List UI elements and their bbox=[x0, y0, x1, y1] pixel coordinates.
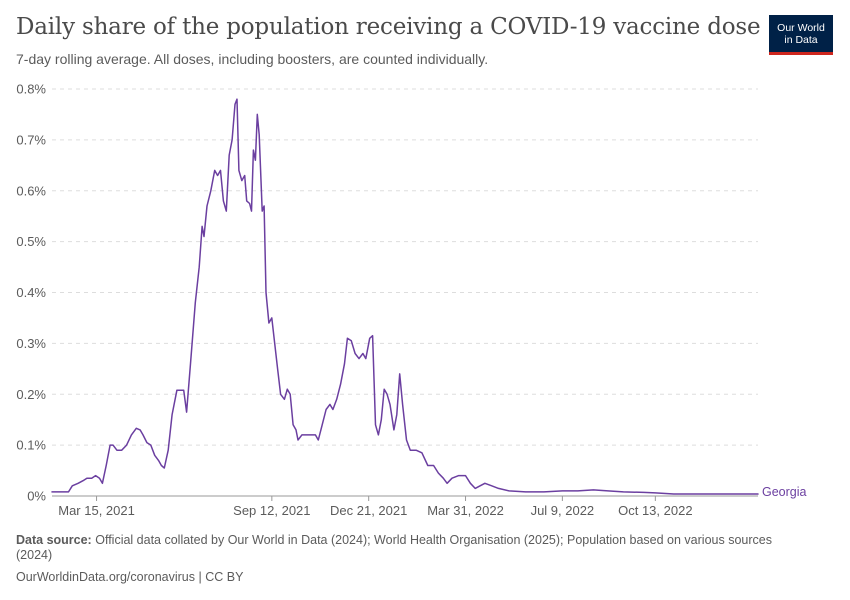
chart-title: Daily share of the population receiving … bbox=[16, 14, 761, 40]
series-layer: Georgia bbox=[51, 98, 807, 499]
series-label-georgia: Georgia bbox=[762, 485, 807, 499]
x-tick-label: Oct 13, 2022 bbox=[618, 503, 692, 518]
axes: 0% 0.1% 0.2% 0.3% 0.4% 0.5% 0.6% 0.7% 0.8% Mar 15… bbox=[16, 82, 758, 518]
series-line-georgia bbox=[51, 98, 759, 495]
y-tick-label: 0.8% bbox=[16, 82, 46, 97]
data-source-note: Data source: Official data collated by O… bbox=[16, 533, 806, 563]
gridlines bbox=[52, 88, 758, 446]
logo-line-2: in Data bbox=[784, 33, 818, 46]
x-tick-label: Mar 15, 2021 bbox=[58, 503, 135, 518]
x-tick-label: Dec 21, 2021 bbox=[330, 503, 407, 518]
logo-line-1: Our World bbox=[777, 21, 825, 34]
y-tick-label: 0.3% bbox=[16, 336, 46, 351]
footer-link[interactable]: OurWorldinData.org/coronavirus | CC BY bbox=[16, 570, 244, 584]
data-source-text: Official data collated by Our World in D… bbox=[16, 533, 772, 562]
y-tick-label: 0.4% bbox=[16, 285, 46, 300]
y-tick-label: 0% bbox=[27, 489, 46, 504]
chart-subtitle: 7-day rolling average. All doses, includ… bbox=[16, 51, 489, 67]
x-tick-label: Mar 31, 2022 bbox=[427, 503, 504, 518]
y-tick-label: 0.5% bbox=[16, 234, 46, 249]
y-tick-label: 0.6% bbox=[16, 183, 46, 198]
x-tick-label: Jul 9, 2022 bbox=[531, 503, 595, 518]
data-source-label: Data source: bbox=[16, 533, 92, 547]
y-tick-label: 0.1% bbox=[16, 438, 46, 453]
y-tick-label: 0.2% bbox=[16, 387, 46, 402]
x-tick-label: Sep 12, 2021 bbox=[233, 503, 310, 518]
owid-logo[interactable]: Our World in Data bbox=[769, 15, 833, 55]
y-tick-label: 0.7% bbox=[16, 132, 46, 147]
